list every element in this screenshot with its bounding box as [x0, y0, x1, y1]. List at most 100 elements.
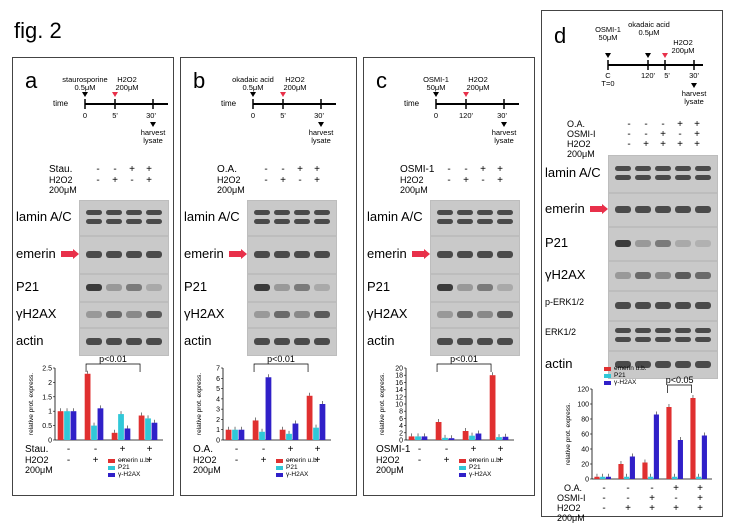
chart-osmi-sign: -: [674, 493, 678, 504]
osmi-sign: -: [627, 129, 631, 140]
bar-h2ax: [319, 404, 326, 440]
legend-swatch-emerin: [459, 459, 466, 463]
blot-label: emerin: [16, 246, 56, 261]
blot-label: P21: [367, 279, 391, 294]
bar-emerin: [225, 429, 232, 440]
timeline-t0: 0: [250, 111, 256, 120]
h2o2-label: H2O2 200μM: [49, 175, 77, 195]
h2o2-sign: +: [280, 175, 286, 186]
y-tick-label: 2.5: [42, 366, 52, 373]
chart-h2o2-sign: -: [66, 455, 71, 466]
emerin-arrow-icon: [412, 249, 430, 259]
blot-emerin: [79, 236, 169, 274]
y-tick-label: 40: [581, 447, 589, 454]
treat-sign: -: [113, 164, 117, 175]
legend-swatch-p21: [604, 374, 611, 378]
h2o2-sign: +: [463, 175, 469, 186]
chart-oa-sign: -: [650, 483, 654, 494]
h2o2-sign: -: [96, 175, 100, 186]
bar-p21: [91, 425, 97, 440]
legend-swatch-p21: [276, 466, 283, 470]
blot-p21: [247, 274, 337, 302]
band: [635, 361, 651, 368]
treat-label: OSMI-1: [400, 164, 435, 175]
band: [437, 284, 453, 291]
bar-chart: 0 0.5 1 1.5 2 2.5 relative prot. express. p<0.0…: [28, 354, 163, 445]
treat-sign: -: [281, 164, 285, 175]
chart-treat-sign: +: [146, 444, 153, 455]
blot-laminac: [430, 200, 520, 236]
chart-treat-label: Stau.: [25, 444, 49, 455]
timeline-h2o2: H2O2 200μM: [283, 75, 307, 92]
band: [695, 272, 711, 279]
harvest-arrow-icon: [501, 122, 507, 127]
bar-p21: [648, 476, 654, 479]
blot-p21: [79, 274, 169, 302]
blot-label: P21: [545, 235, 569, 250]
blot-label: emerin: [367, 246, 407, 261]
y-tick-label: 14: [395, 387, 403, 394]
bar-p21: [259, 431, 265, 440]
timeline-time-label: time: [404, 99, 420, 108]
chart-h2o2-sign: +: [92, 455, 99, 466]
emerin-arrow-icon: [229, 249, 247, 259]
y-tick-label: 1: [216, 427, 220, 434]
treat-sign: -: [464, 164, 468, 175]
chart-osmi-sign: -: [602, 493, 606, 504]
band: [497, 284, 513, 291]
band: [106, 251, 122, 258]
h2o2-sign: -: [447, 175, 451, 186]
bar-emerin: [252, 420, 259, 440]
blot-h2ax: [430, 302, 520, 328]
chart-oa-sign: +: [697, 483, 703, 494]
blot-label: P21: [16, 279, 40, 294]
blot-label: actin: [367, 333, 395, 348]
blot-label: actin: [184, 333, 212, 348]
legend-label-h2ax: γ-H2AX: [469, 471, 492, 478]
timeline-t3: 30': [689, 71, 699, 80]
bar-h2ax: [475, 433, 482, 440]
osmi-sign: +: [660, 129, 666, 140]
band: [635, 240, 651, 247]
bar-p21: [442, 437, 448, 440]
bar-h2ax: [97, 408, 104, 440]
chart-treat-label: OSMI-1: [376, 444, 411, 455]
bar-emerin: [462, 431, 469, 440]
band: [274, 219, 290, 224]
chart-treat-sign: +: [314, 444, 321, 455]
chart-oa-sign: -: [626, 483, 630, 494]
band: [146, 219, 162, 224]
y-tick-label: 0: [585, 477, 589, 484]
y-tick-label: 20: [581, 462, 589, 469]
blot-label: P21: [184, 279, 208, 294]
blot-h2ax: [247, 302, 337, 328]
h2o2-arrow-icon: [112, 92, 118, 97]
timeline-h2o2: H2O2 200μM: [671, 38, 695, 55]
band: [635, 272, 651, 279]
bar-emerin: [690, 398, 696, 479]
treat-sign: +: [314, 164, 320, 175]
panel-d: d OSMI-1 50μM okadaic acid 0.5μM H2O2 200μM C T=…: [541, 10, 723, 523]
chart-treat-sign: -: [261, 444, 266, 455]
timeline-harvest: harvest lysate: [681, 89, 707, 106]
legend-swatch-h2ax: [276, 473, 283, 477]
h2o2-arrow-icon: [280, 92, 286, 97]
blot-label: actin: [545, 356, 573, 371]
band: [86, 210, 102, 215]
band: [457, 251, 473, 258]
bar-h2ax: [421, 436, 428, 440]
band: [254, 311, 270, 318]
blot-label: lamin A/C: [184, 209, 240, 224]
band: [497, 251, 513, 258]
legend-swatch-h2ax: [108, 473, 115, 477]
band: [146, 311, 162, 318]
chart-osmi-sign: -: [626, 493, 630, 504]
y-tick-label: 3: [216, 407, 220, 414]
timeline-t0: 0: [433, 111, 439, 120]
band: [437, 251, 453, 258]
bar-p21: [624, 476, 630, 479]
blot-p21: [430, 274, 520, 302]
chart-h2o2-sign: +: [314, 455, 321, 466]
h2o2-sign: -: [264, 175, 268, 186]
